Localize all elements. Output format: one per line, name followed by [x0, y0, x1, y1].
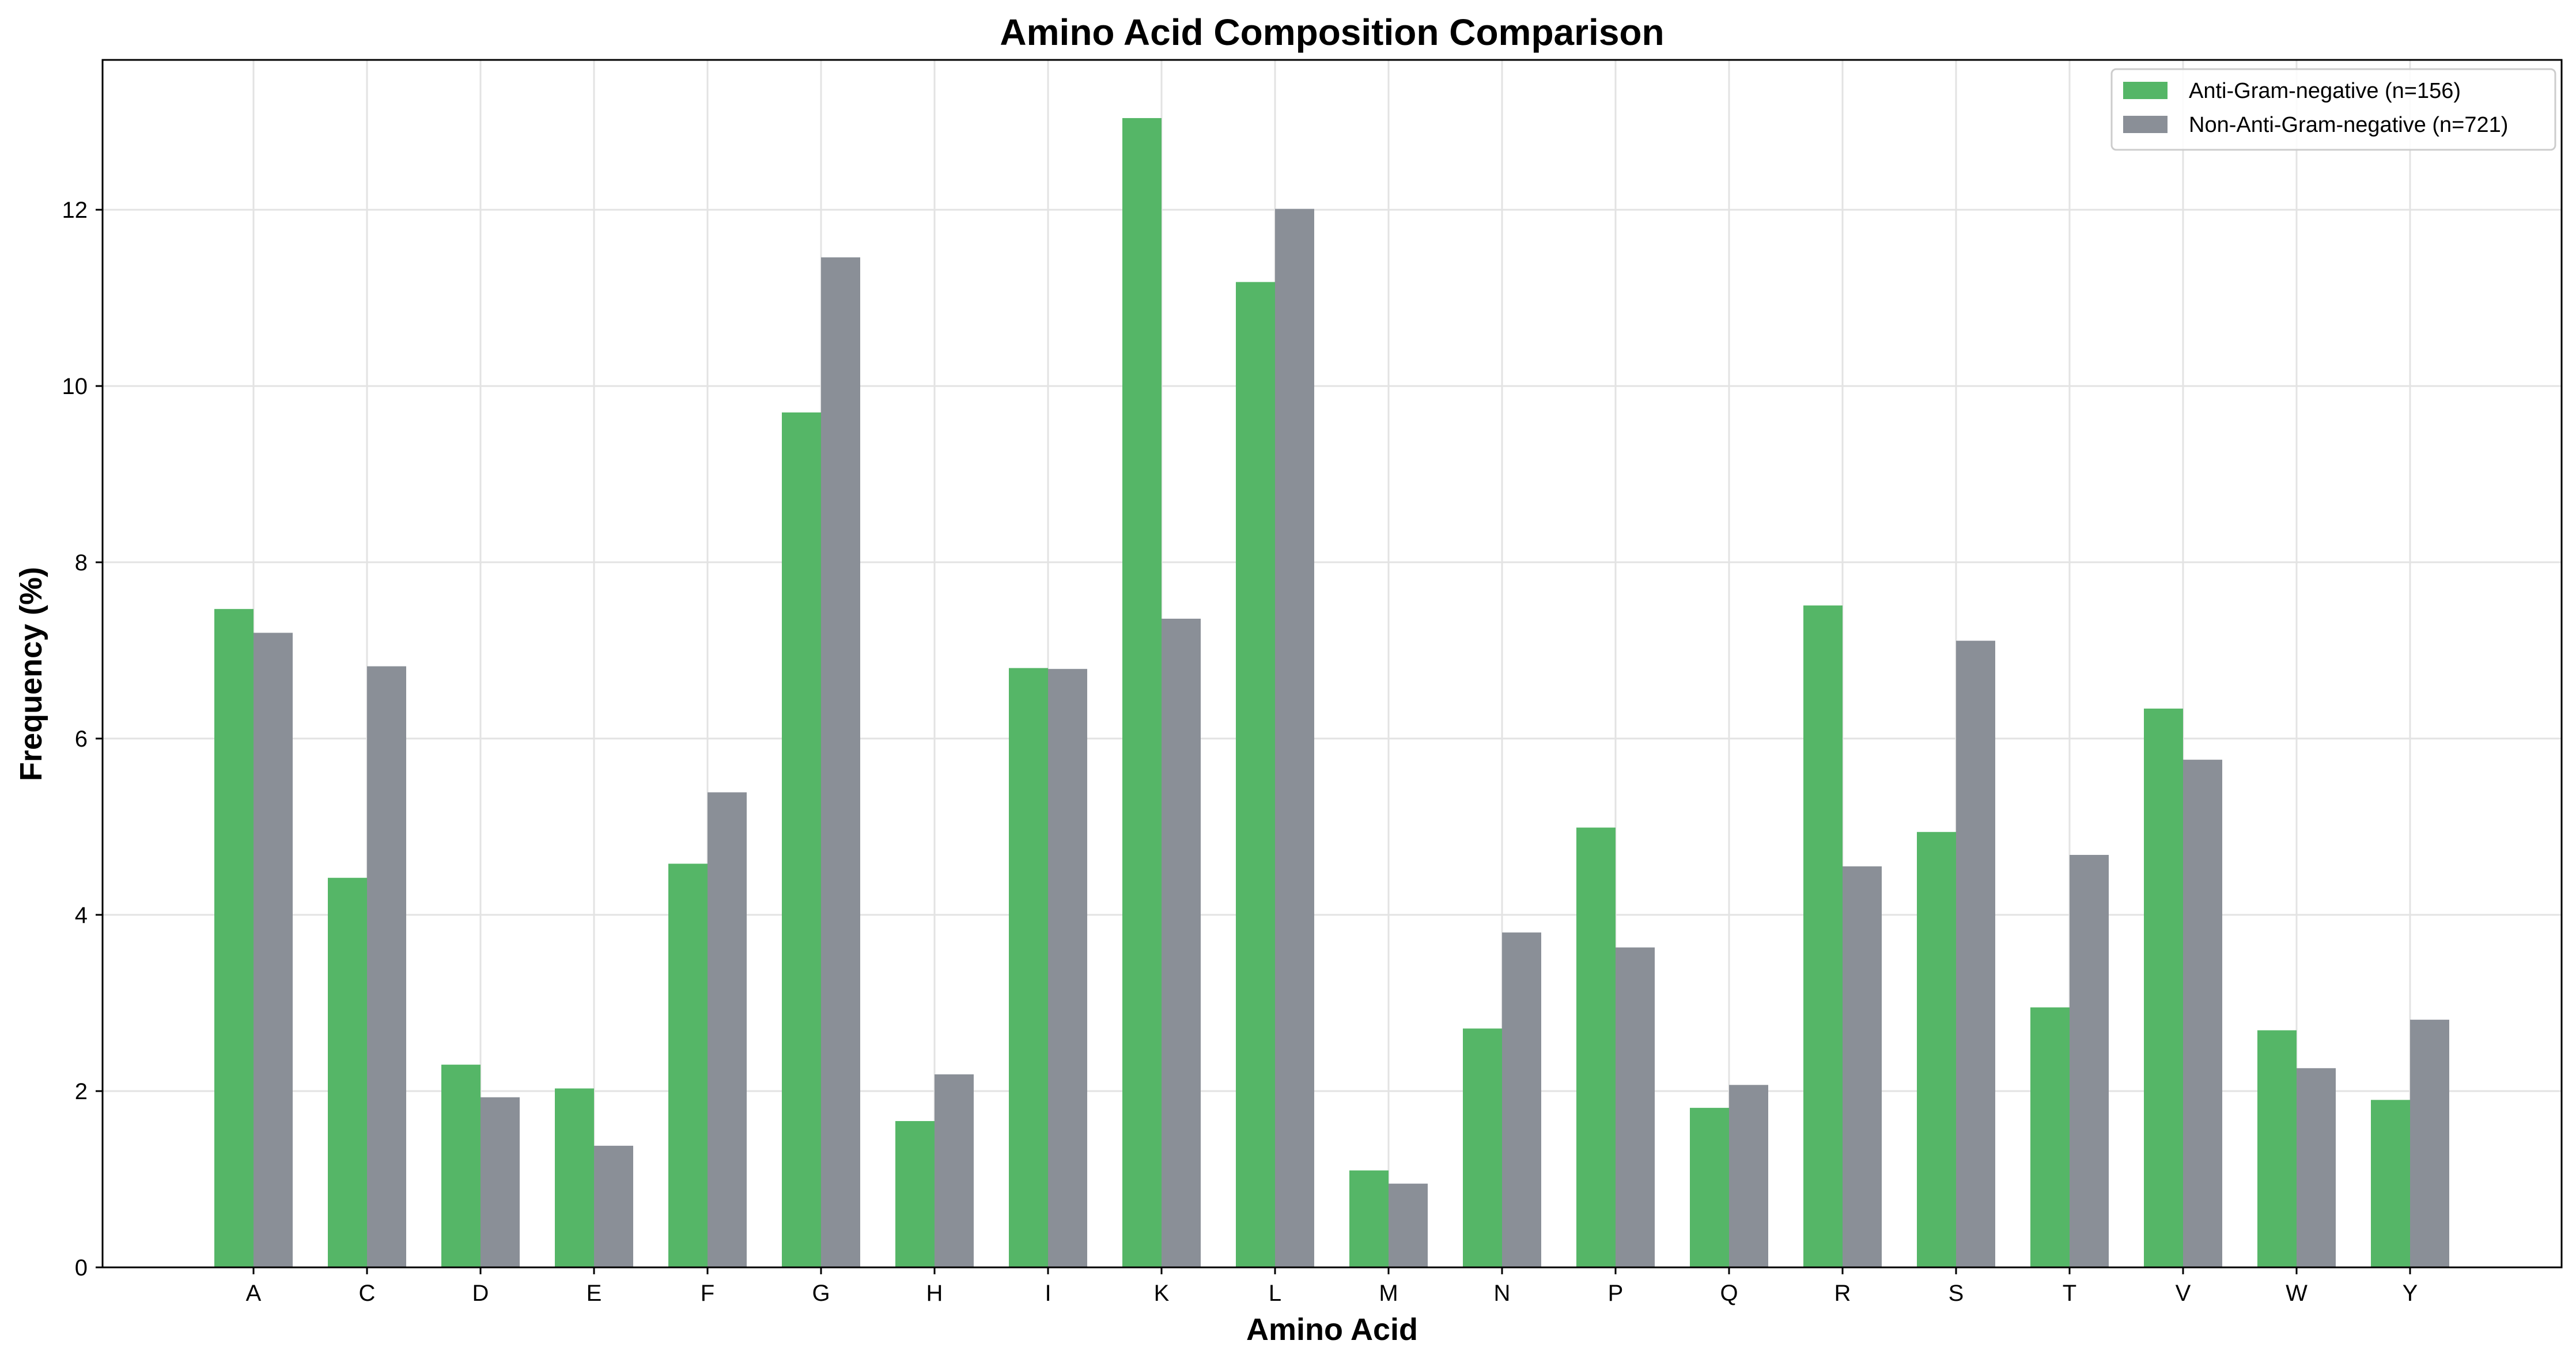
bar-anti-gram-negative-P	[1576, 827, 1616, 1267]
legend-swatch-anti-gram-negative	[2123, 82, 2168, 99]
bar-non-anti-gram-negative-S	[1956, 641, 1995, 1267]
bar-non-anti-gram-negative-H	[935, 1074, 974, 1267]
bar-non-anti-gram-negative-C	[367, 666, 406, 1267]
bar-non-anti-gram-negative-Y	[2410, 1020, 2449, 1267]
y-tick-label-8: 8	[75, 550, 88, 576]
bar-non-anti-gram-negative-Q	[1729, 1085, 1768, 1267]
x-tick-label-L: L	[1269, 1281, 1281, 1306]
y-tick-label-4: 4	[75, 903, 88, 928]
bar-non-anti-gram-negative-T	[2070, 854, 2109, 1267]
bar-anti-gram-negative-G	[782, 412, 821, 1267]
bar-anti-gram-negative-S	[1917, 832, 1956, 1267]
bar-non-anti-gram-negative-M	[1389, 1183, 1428, 1267]
x-tick-label-W: W	[2286, 1281, 2308, 1306]
x-tick-label-I: I	[1045, 1281, 1051, 1306]
plot-frame	[101, 59, 2563, 1269]
bar-non-anti-gram-negative-F	[708, 792, 747, 1267]
x-tick-label-G: G	[812, 1281, 830, 1306]
bar-non-anti-gram-negative-G	[821, 257, 860, 1268]
legend: Anti-Gram-negative (n=156) Non-Anti-Gram…	[2110, 68, 2556, 151]
x-tick-label-V: V	[2176, 1281, 2191, 1306]
x-tick-label-M: M	[1379, 1281, 1398, 1306]
bar-non-anti-gram-negative-L	[1275, 209, 1314, 1268]
x-tick-label-E: E	[587, 1281, 602, 1306]
bar-non-anti-gram-negative-K	[1162, 618, 1201, 1267]
bar-non-anti-gram-negative-N	[1502, 932, 1541, 1267]
bar-non-anti-gram-negative-E	[594, 1145, 633, 1267]
bar-anti-gram-negative-I	[1009, 668, 1048, 1267]
y-tick-label-10: 10	[62, 374, 88, 399]
x-tick-label-K: K	[1154, 1281, 1170, 1306]
x-axis-label: Amino Acid	[1246, 1312, 1418, 1347]
chart-title: Amino Acid Composition Comparison	[1000, 12, 1664, 53]
x-tick-label-D: D	[472, 1281, 489, 1306]
y-tick-label-2: 2	[75, 1079, 88, 1104]
legend-box	[2110, 68, 2556, 151]
bar-anti-gram-negative-K	[1122, 118, 1162, 1267]
y-axis-label: Frequency (%)	[14, 567, 48, 781]
y-tick-label-0: 0	[75, 1255, 88, 1281]
bar-anti-gram-negative-C	[328, 877, 367, 1267]
legend-label-non-anti-gram-negative: Non-Anti-Gram-negative (n=721)	[2189, 113, 2508, 137]
bar-non-anti-gram-negative-I	[1048, 669, 1087, 1267]
x-tick-label-H: H	[926, 1281, 943, 1306]
x-tick-label-Y: Y	[2403, 1281, 2418, 1306]
bar-non-anti-gram-negative-R	[1843, 866, 1882, 1267]
x-tick-label-R: R	[1834, 1281, 1851, 1306]
x-tick-label-S: S	[1949, 1281, 1964, 1306]
x-tick-label-Q: Q	[1720, 1281, 1738, 1306]
bar-anti-gram-negative-N	[1463, 1028, 1502, 1267]
y-axis-ticks: 0 2 4 6 8 10 12	[62, 198, 103, 1281]
bar-anti-gram-negative-D	[441, 1065, 481, 1267]
x-tick-label-P: P	[1608, 1281, 1624, 1306]
bar-non-anti-gram-negative-A	[254, 633, 293, 1267]
x-tick-label-F: F	[701, 1281, 714, 1306]
x-tick-label-A: A	[246, 1281, 262, 1306]
y-tick-label-6: 6	[75, 726, 88, 752]
bar-anti-gram-negative-T	[2030, 1007, 2070, 1267]
bar-anti-gram-negative-M	[1349, 1170, 1389, 1267]
bar-non-anti-gram-negative-W	[2297, 1068, 2336, 1267]
legend-swatch-non-anti-gram-negative	[2123, 116, 2168, 133]
bar-non-anti-gram-negative-V	[2183, 759, 2222, 1267]
x-tick-label-C: C	[359, 1281, 376, 1306]
bar-anti-gram-negative-Y	[2371, 1100, 2410, 1267]
bar-anti-gram-negative-A	[214, 609, 254, 1267]
bars	[214, 118, 2449, 1268]
bar-non-anti-gram-negative-D	[481, 1097, 520, 1267]
y-tick-label-12: 12	[62, 198, 88, 223]
x-tick-label-T: T	[2063, 1281, 2076, 1306]
bar-anti-gram-negative-R	[1803, 605, 1843, 1267]
bar-anti-gram-negative-F	[668, 864, 708, 1267]
bar-anti-gram-negative-E	[555, 1088, 594, 1267]
bar-anti-gram-negative-W	[2257, 1030, 2297, 1267]
x-tick-label-N: N	[1494, 1281, 1511, 1306]
bar-anti-gram-negative-Q	[1690, 1108, 1729, 1267]
bar-anti-gram-negative-H	[895, 1121, 935, 1267]
bar-non-anti-gram-negative-P	[1616, 947, 1655, 1267]
bar-anti-gram-negative-L	[1236, 282, 1275, 1267]
legend-label-anti-gram-negative: Anti-Gram-negative (n=156)	[2189, 79, 2461, 103]
bar-anti-gram-negative-V	[2144, 709, 2183, 1267]
